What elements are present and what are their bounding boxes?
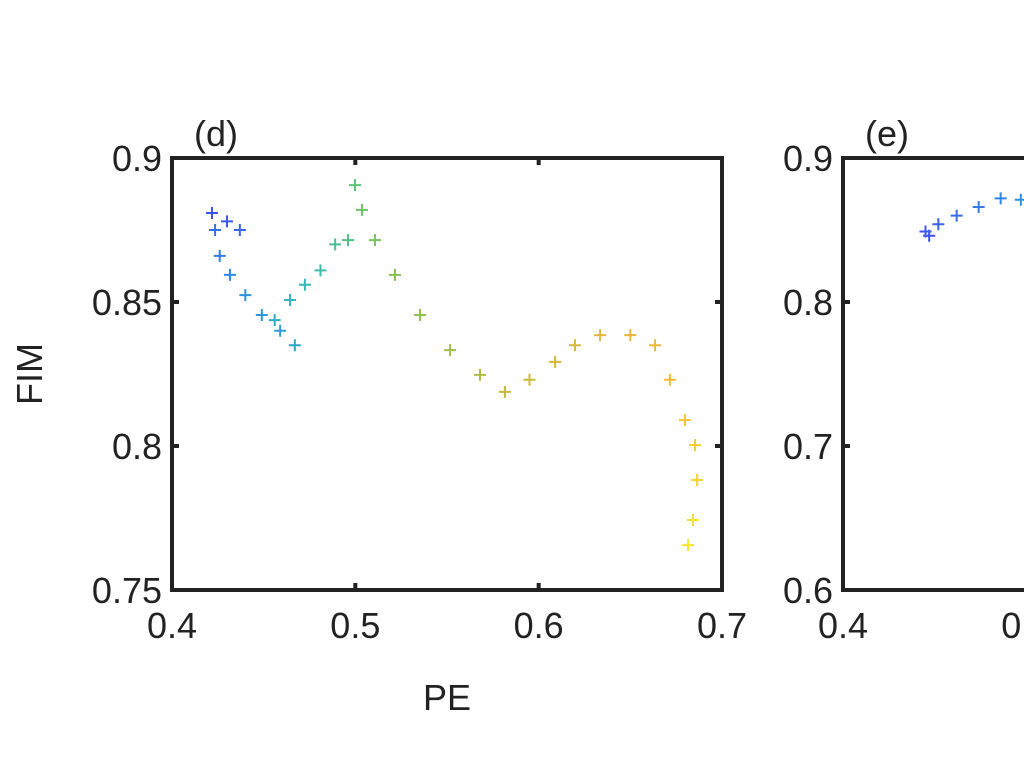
data-point: [298, 278, 311, 291]
data-point: [205, 207, 218, 220]
panel-title: (e): [865, 113, 909, 154]
data-point: [355, 203, 368, 216]
data-point: [342, 234, 354, 247]
x-tick-label: 0.6: [514, 605, 564, 646]
data-point: [368, 234, 381, 247]
data-point: [329, 238, 342, 251]
data-point: [691, 473, 704, 486]
y-tick-label: 0.6: [783, 570, 833, 611]
y-tick-label: 0.9: [783, 138, 833, 179]
y-tick-label: 0.8: [112, 426, 162, 467]
data-point: [414, 308, 427, 321]
data-point: [682, 539, 695, 552]
data-point: [568, 339, 581, 352]
x-tick-label: 0.4: [818, 605, 868, 646]
data-point: [388, 268, 401, 281]
data-point: [687, 514, 700, 527]
data-point: [239, 289, 252, 302]
data-point: [213, 249, 226, 262]
data-point: [288, 339, 301, 352]
panel-title: (d): [194, 113, 238, 154]
data-point: [649, 339, 662, 352]
data-point: [950, 209, 963, 222]
y-tick-label: 0.9: [112, 138, 162, 179]
y-axis-label: FIM: [9, 343, 50, 405]
data-point: [624, 329, 637, 342]
data-point: [932, 218, 945, 231]
data-point: [209, 224, 222, 236]
data-point: [689, 439, 702, 452]
x-tick-label: 0.4: [147, 605, 197, 646]
data-point: [678, 414, 691, 427]
y-tick-label: 0.7: [783, 426, 833, 467]
data-point: [223, 268, 236, 281]
y-tick-label: 0.75: [92, 570, 162, 611]
data-point: [972, 200, 985, 213]
data-point: [233, 224, 246, 236]
data-point: [284, 293, 297, 306]
data-point: [474, 368, 486, 381]
data-point: [594, 329, 607, 342]
data-point: [444, 344, 457, 357]
x-axis-label: PE: [423, 677, 471, 718]
data-point: [348, 179, 361, 192]
data-point: [523, 373, 536, 386]
data-point: [663, 373, 676, 386]
data-point: [994, 192, 1007, 205]
data-point: [549, 355, 562, 368]
x-tick-label: 0.7: [697, 605, 747, 646]
data-point: [314, 264, 327, 277]
plot-frame: [841, 156, 1024, 592]
y-tick-label: 0.8: [783, 282, 833, 323]
plot-frame: [170, 156, 724, 592]
data-point: [498, 385, 511, 398]
data-point: [221, 215, 233, 228]
data-point: [274, 324, 287, 337]
data-point: [255, 308, 268, 321]
data-point: [268, 314, 281, 327]
x-tick-label: 0.5: [330, 605, 380, 646]
data-point: [919, 225, 932, 238]
y-tick-label: 0.85: [92, 282, 162, 323]
x-tick-label: 0.5: [1001, 605, 1024, 646]
data-point: [1014, 193, 1024, 206]
